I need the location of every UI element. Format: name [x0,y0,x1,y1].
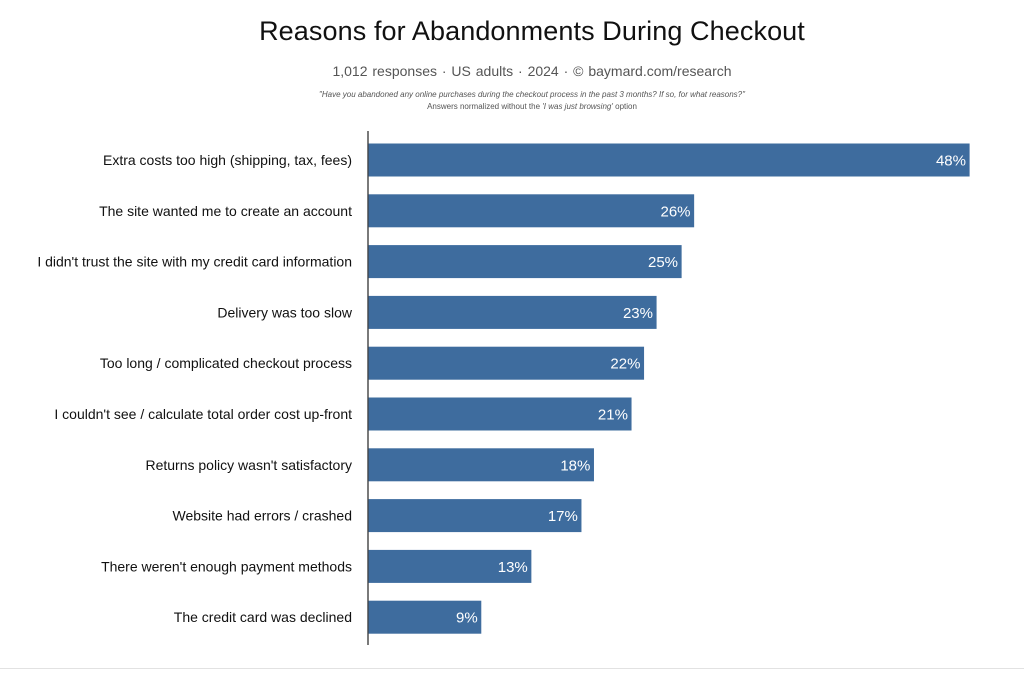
category-label: Returns policy wasn't satisfactory [145,457,352,473]
category-label: Website had errors / crashed [173,508,353,524]
category-label: I didn't trust the site with my credit c… [37,254,352,270]
bar [368,295,657,329]
value-label: 21% [598,407,628,424]
value-label: 18% [560,457,590,474]
value-label: 25% [648,254,678,271]
chart-note-emphasis: 'I was just browsing' [542,102,613,111]
category-label: The credit card was declined [174,609,352,625]
bar [368,143,970,177]
value-label: 48% [936,153,966,170]
bar [368,499,582,533]
value-label: 23% [623,305,653,322]
category-label: There weren't enough payment methods [101,558,352,574]
chart-question: "Have you abandoned any online purchases… [319,90,745,99]
category-label: Extra costs too high (shipping, tax, fee… [103,152,352,168]
category-label: The site wanted me to create an account [99,203,352,219]
category-label: Delivery was too slow [217,304,352,320]
value-label: 9% [456,610,478,627]
chart-note: Answers normalized without the 'I was ju… [0,102,1024,111]
bar [368,397,632,431]
bar [368,194,695,228]
category-label: Too long / complicated checkout process [100,355,352,371]
chart-note-prefix: Answers normalized without the [427,102,543,111]
bar [368,448,594,482]
value-label: 13% [498,559,528,576]
bar [368,245,682,279]
chart-subtitle: 1,012 responses · US adults · 2024 · © b… [332,63,732,79]
bar [368,549,532,583]
category-label: I couldn't see / calculate total order c… [54,406,352,422]
chart-title: Reasons for Abandonments During Checkout [259,16,805,46]
bar [368,600,482,634]
value-label: 22% [610,356,640,373]
bottom-divider [0,668,1024,669]
value-label: 26% [661,203,691,220]
chart-note-suffix: option [612,102,637,111]
bar [368,346,645,380]
value-label: 17% [548,508,578,525]
